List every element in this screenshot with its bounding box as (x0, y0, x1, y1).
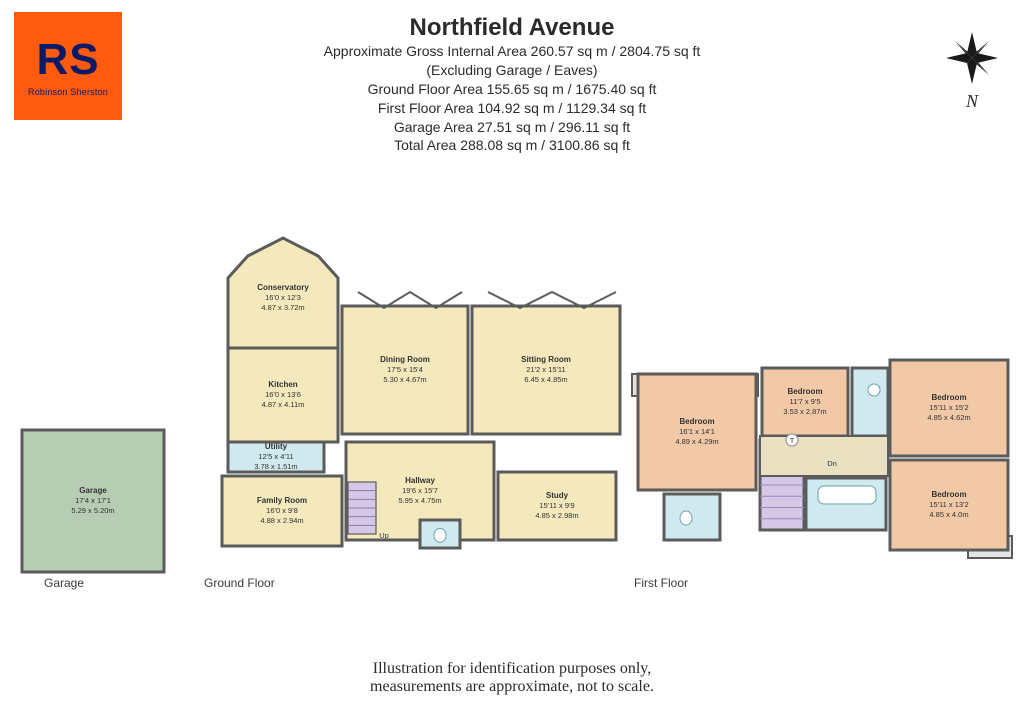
plan-garage: Garage17'4 x 17'15.29 x 5.20m (22, 430, 164, 572)
svg-text:15'11 x 13'2: 15'11 x 13'2 (929, 500, 968, 509)
svg-text:4.89 x 4.29m: 4.89 x 4.29m (675, 437, 718, 446)
svg-text:Kitchen: Kitchen (268, 380, 297, 389)
svg-text:15'11 x 15'2: 15'11 x 15'2 (929, 403, 968, 412)
svg-text:Bedroom: Bedroom (787, 387, 822, 396)
svg-text:21'2 x 15'11: 21'2 x 15'11 (526, 365, 565, 374)
svg-text:5.95 x 4.75m: 5.95 x 4.75m (398, 496, 441, 505)
svg-text:Study: Study (546, 491, 569, 500)
area-line-2: Ground Floor Area 155.65 sq m / 1675.40 … (0, 80, 1024, 99)
svg-text:3.53 x 2.87m: 3.53 x 2.87m (783, 407, 826, 416)
svg-text:15'11 x 9'9: 15'11 x 9'9 (539, 501, 574, 510)
svg-text:Bedroom: Bedroom (931, 490, 966, 499)
svg-text:Bedroom: Bedroom (679, 417, 714, 426)
svg-text:T: T (790, 436, 795, 445)
svg-text:16'0 x 13'6: 16'0 x 13'6 (265, 390, 301, 399)
svg-text:Garage: Garage (79, 486, 107, 495)
svg-text:4.85 x 4.0m: 4.85 x 4.0m (929, 510, 968, 519)
svg-text:4.87 x 3.72m: 4.87 x 3.72m (261, 303, 304, 312)
plan-first: EavesEavesEavesBedroom16'1 x 14'14.89 x … (632, 360, 1012, 558)
header-block: Northfield Avenue Approximate Gross Inte… (0, 14, 1024, 155)
svg-text:16'0 x 9'8: 16'0 x 9'8 (266, 506, 298, 515)
svg-text:Family Room: Family Room (257, 496, 307, 505)
svg-text:16'0 x 12'3: 16'0 x 12'3 (265, 293, 301, 302)
svg-text:4.85 x 2.98m: 4.85 x 2.98m (535, 511, 578, 520)
svg-text:4.87 x 4.11m: 4.87 x 4.11m (262, 400, 305, 409)
disclaimer: Illustration for identification purposes… (0, 660, 1024, 696)
svg-text:4.85 x 4.62m: 4.85 x 4.62m (927, 413, 970, 422)
disclaimer-l1: Illustration for identification purposes… (0, 660, 1024, 678)
plan-ground: Conservatory16'0 x 12'34.87 x 3.72m Kitch… (222, 238, 620, 548)
disclaimer-l2: measurements are approximate, not to sca… (0, 678, 1024, 696)
area-line-3: First Floor Area 104.92 sq m / 1129.34 s… (0, 99, 1024, 118)
svg-text:3.78 x 1.51m: 3.78 x 1.51m (254, 462, 297, 471)
area-line-5: Total Area 288.08 sq m / 3100.86 sq ft (0, 136, 1024, 155)
svg-text:6.45 x 4.85m: 6.45 x 4.85m (524, 375, 567, 384)
svg-text:16'1 x 14'1: 16'1 x 14'1 (679, 427, 715, 436)
svg-text:5.30 x 4.67m: 5.30 x 4.67m (383, 375, 426, 384)
svg-text:Dining Room: Dining Room (380, 355, 430, 364)
svg-text:Bedroom: Bedroom (931, 393, 966, 402)
svg-text:Utility: Utility (265, 442, 288, 451)
svg-text:5.29 x 5.20m: 5.29 x 5.20m (71, 506, 114, 515)
svg-text:4.88 x 2.94m: 4.88 x 2.94m (260, 516, 303, 525)
page-title: Northfield Avenue (0, 14, 1024, 42)
area-line-1: (Excluding Garage / Eaves) (0, 61, 1024, 80)
svg-text:Conservatory: Conservatory (257, 283, 309, 292)
svg-text:Hallway: Hallway (405, 476, 435, 485)
svg-text:17'4 x 17'1: 17'4 x 17'1 (75, 496, 111, 505)
svg-text:Dn: Dn (827, 459, 837, 468)
floorplans-canvas: Garage17'4 x 17'15.29 x 5.20m Conservator… (0, 220, 1024, 580)
svg-text:Up: Up (379, 531, 389, 540)
area-line-4: Garage Area 27.51 sq m / 296.11 sq ft (0, 118, 1024, 137)
area-line-0: Approximate Gross Internal Area 260.57 s… (0, 42, 1024, 61)
svg-text:19'6 x 15'7: 19'6 x 15'7 (402, 486, 438, 495)
svg-text:11'7 x 9'5: 11'7 x 9'5 (789, 397, 820, 406)
svg-text:17'5 x 15'4: 17'5 x 15'4 (387, 365, 423, 374)
svg-text:Sitting Room: Sitting Room (521, 355, 571, 364)
svg-text:12'5 x 4'11: 12'5 x 4'11 (258, 452, 293, 461)
